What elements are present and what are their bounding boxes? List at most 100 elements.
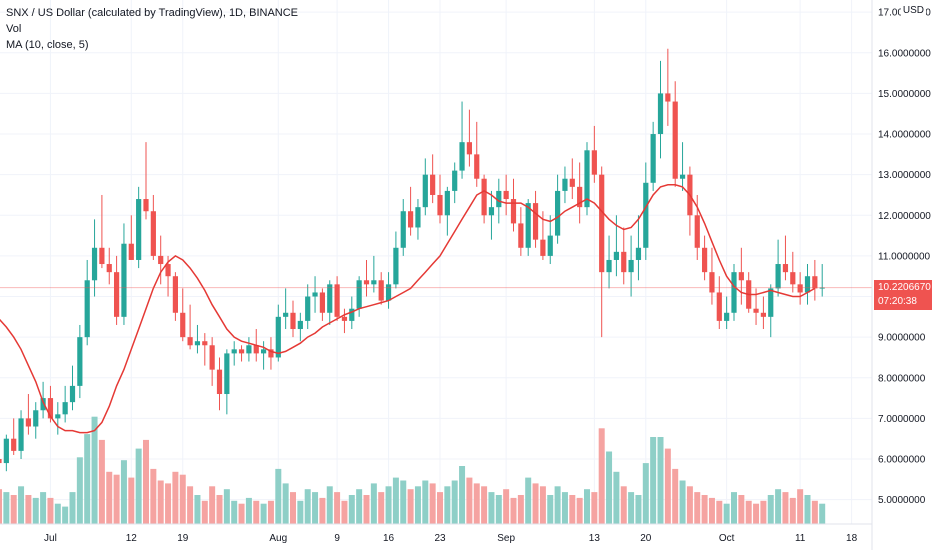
- price-tick-label: 13.0000000: [878, 170, 931, 181]
- volume-indicator-label[interactable]: Vol: [6, 23, 22, 35]
- volume-bar: [157, 480, 164, 524]
- volume-bar: [282, 483, 289, 524]
- price-axis: 5.0000000 6.0000000 7.0000000 8.0000000 9.00…: [871, 0, 931, 550]
- volume-bar: [348, 495, 355, 524]
- candle-body: [209, 345, 215, 370]
- candle-body: [819, 287, 825, 289]
- time-tick-label: Aug: [269, 533, 287, 544]
- volume-bar: [69, 492, 76, 524]
- volume-bar: [84, 434, 91, 524]
- price-tick-label: 15.0000000: [878, 89, 931, 100]
- volume-bar: [98, 439, 105, 524]
- candle-body: [775, 264, 781, 289]
- candle-body: [555, 190, 561, 236]
- candle-body: [665, 93, 671, 102]
- candle-body: [731, 272, 737, 313]
- volume-bar: [620, 486, 627, 524]
- candle-body: [283, 312, 289, 317]
- candle-body: [40, 398, 46, 411]
- time-tick-label: 23: [434, 533, 446, 544]
- volume-bar: [760, 500, 767, 524]
- time-tick-label: 12: [126, 533, 138, 544]
- time-tick-label: 13: [589, 533, 601, 544]
- candle-body: [106, 264, 112, 273]
- volume-bar: [686, 486, 693, 524]
- candle-body: [452, 170, 458, 191]
- candle-body: [408, 211, 414, 228]
- candle-body: [628, 259, 634, 273]
- volume-bar: [143, 439, 149, 524]
- candle-body: [114, 272, 120, 317]
- volume-bar: [209, 486, 216, 524]
- volume-bar: [797, 489, 804, 524]
- symbol-title[interactable]: SNX / US Dollar (calculated by TradingVi…: [6, 7, 299, 19]
- volume-bar: [819, 503, 826, 524]
- volume-bar: [135, 448, 142, 524]
- candle-body: [474, 154, 480, 179]
- candle-body: [724, 312, 730, 321]
- candle-body: [121, 243, 127, 317]
- candle-body: [679, 174, 686, 179]
- price-tick-label: 7.0000000: [878, 414, 926, 425]
- volume-bar: [613, 471, 620, 524]
- candle-body: [349, 308, 355, 321]
- volume-bar: [525, 477, 532, 524]
- volume-bar: [187, 486, 194, 524]
- candle-body: [3, 438, 9, 464]
- candle-body: [334, 284, 340, 317]
- volume-bar: [473, 483, 480, 524]
- moving-average-line: [0, 184, 816, 434]
- price-tick-label: 12.0000000: [878, 211, 931, 222]
- volume-bar: [290, 492, 296, 524]
- candle-body: [77, 337, 83, 386]
- volume-bar: [414, 486, 421, 524]
- candle-body: [327, 284, 333, 313]
- candle-body: [202, 341, 208, 346]
- price-tick-label: 6.0000000: [878, 455, 926, 466]
- candle-body: [547, 235, 553, 256]
- volume-bar: [745, 500, 752, 524]
- volume-bar: [194, 495, 201, 524]
- volume-bar: [775, 489, 782, 524]
- candle-body: [709, 272, 715, 293]
- volume-bar: [422, 480, 429, 524]
- candle-body: [312, 292, 318, 297]
- candle-body: [621, 251, 627, 273]
- volume-bar: [326, 486, 333, 524]
- volume-bar: [628, 492, 635, 524]
- candle-body: [562, 178, 568, 191]
- candle-body: [702, 247, 708, 273]
- candle-body: [62, 402, 68, 415]
- volume-bar: [694, 492, 701, 524]
- volume-bar: [664, 448, 671, 524]
- candle-body: [569, 178, 575, 187]
- currency-label[interactable]: USD: [900, 5, 926, 16]
- candle-body: [613, 251, 619, 260]
- candle-body: [606, 259, 612, 273]
- volume-bar: [216, 495, 223, 524]
- volume-bar: [407, 489, 414, 524]
- volume-bar: [731, 492, 737, 524]
- volume-bar: [738, 495, 745, 524]
- candle-body: [297, 320, 303, 330]
- candle-body: [268, 349, 274, 358]
- volume-bar: [385, 486, 392, 524]
- volume-bar: [392, 477, 399, 524]
- volume-bar: [451, 480, 458, 524]
- volume-bar: [532, 483, 539, 524]
- candle-body: [481, 178, 487, 216]
- candle-body: [18, 418, 24, 451]
- volume-bar: [510, 497, 517, 524]
- volume-bar: [231, 500, 238, 524]
- time-tick-label: 18: [846, 533, 858, 544]
- time-tick-label: Jul: [44, 533, 57, 544]
- candle-body: [716, 292, 722, 321]
- ma-indicator-label[interactable]: MA (10, close, 5): [6, 39, 89, 51]
- volume-bar: [503, 489, 510, 524]
- volume-bar: [120, 460, 127, 524]
- volume-bar: [547, 495, 554, 524]
- candle-body: [91, 247, 98, 281]
- volume-bar: [539, 486, 546, 524]
- volume-bar: [804, 495, 811, 524]
